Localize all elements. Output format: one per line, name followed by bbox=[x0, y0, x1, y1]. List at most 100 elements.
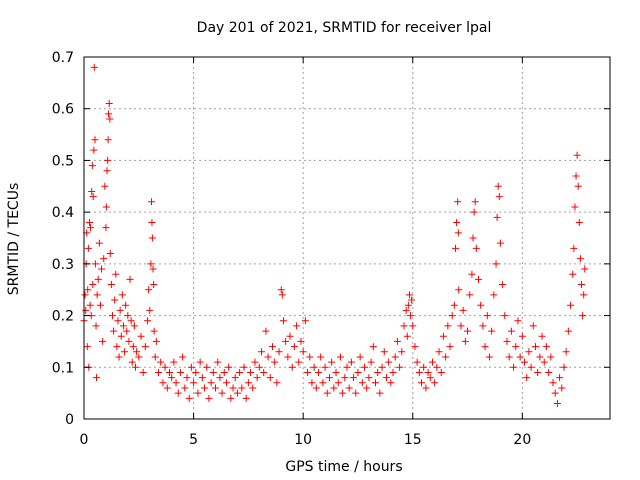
data-point bbox=[121, 348, 129, 356]
data-point bbox=[244, 379, 252, 387]
data-point bbox=[514, 317, 522, 325]
data-point bbox=[405, 291, 413, 299]
data-point bbox=[159, 379, 167, 387]
data-point bbox=[493, 213, 501, 221]
data-point bbox=[354, 368, 362, 376]
data-point bbox=[125, 337, 133, 345]
data-point bbox=[336, 353, 344, 361]
data-point bbox=[273, 379, 281, 387]
data-point bbox=[222, 379, 230, 387]
data-point bbox=[114, 317, 122, 325]
data-point bbox=[556, 374, 564, 382]
data-point bbox=[461, 337, 469, 345]
data-point bbox=[481, 343, 489, 351]
data-point bbox=[148, 234, 156, 242]
data-point bbox=[209, 368, 217, 376]
y-tick-label: 0.2 bbox=[52, 309, 74, 325]
data-point bbox=[242, 394, 250, 402]
data-point bbox=[341, 374, 349, 382]
data-point bbox=[212, 384, 219, 392]
data-point bbox=[279, 317, 287, 325]
data-point bbox=[369, 343, 377, 351]
data-point bbox=[84, 286, 92, 294]
data-point bbox=[118, 291, 126, 299]
data-point bbox=[89, 281, 97, 289]
data-point bbox=[428, 358, 436, 366]
data-point bbox=[472, 244, 480, 252]
data-point bbox=[516, 353, 524, 361]
data-point bbox=[275, 348, 283, 356]
data-point bbox=[330, 384, 338, 392]
data-point bbox=[100, 255, 108, 263]
data-point bbox=[201, 384, 209, 392]
data-point bbox=[216, 374, 224, 382]
data-point bbox=[352, 389, 360, 397]
data-point bbox=[376, 389, 384, 397]
x-tick-label: 20 bbox=[513, 432, 531, 448]
data-point bbox=[483, 312, 491, 320]
data-point bbox=[312, 384, 320, 392]
data-point bbox=[332, 368, 340, 376]
data-point bbox=[499, 281, 507, 289]
data-point bbox=[371, 379, 379, 387]
data-point bbox=[251, 358, 259, 366]
data-point bbox=[442, 353, 450, 361]
data-point bbox=[494, 182, 502, 190]
data-point bbox=[572, 172, 580, 180]
data-point bbox=[431, 379, 439, 387]
data-point bbox=[378, 363, 386, 371]
plot-frame bbox=[83, 56, 611, 420]
data-point bbox=[91, 136, 99, 144]
data-point bbox=[103, 167, 111, 175]
data-point bbox=[356, 353, 364, 361]
data-point bbox=[496, 239, 504, 247]
data-point bbox=[107, 281, 115, 289]
data-point bbox=[339, 389, 347, 397]
data-point bbox=[116, 306, 124, 314]
data-point bbox=[145, 286, 153, 294]
data-point bbox=[163, 384, 171, 392]
data-point bbox=[187, 363, 195, 371]
data-point bbox=[525, 348, 533, 356]
data-point bbox=[231, 374, 239, 382]
data-point bbox=[122, 301, 130, 309]
data-point bbox=[151, 353, 159, 361]
data-point bbox=[579, 312, 587, 320]
data-point bbox=[542, 343, 550, 351]
data-point bbox=[409, 322, 417, 330]
data-point bbox=[88, 187, 96, 195]
data-point bbox=[365, 374, 373, 382]
data-point bbox=[81, 291, 89, 299]
data-point bbox=[106, 115, 114, 123]
data-point bbox=[407, 312, 415, 320]
data-point bbox=[172, 379, 180, 387]
data-point bbox=[161, 363, 169, 371]
data-point bbox=[146, 306, 154, 314]
data-point bbox=[475, 275, 482, 283]
data-point bbox=[106, 250, 114, 258]
data-point bbox=[457, 322, 465, 330]
data-point bbox=[179, 353, 187, 361]
data-point bbox=[85, 218, 93, 226]
data-point bbox=[297, 337, 305, 345]
data-point bbox=[124, 312, 132, 320]
data-point bbox=[233, 389, 241, 397]
data-point bbox=[420, 363, 428, 371]
data-point bbox=[141, 343, 149, 351]
data-point bbox=[367, 358, 375, 366]
data-point bbox=[207, 379, 215, 387]
data-point bbox=[529, 322, 537, 330]
data-point bbox=[547, 353, 555, 361]
data-point bbox=[580, 291, 588, 299]
data-point bbox=[290, 343, 298, 351]
data-point bbox=[304, 368, 312, 376]
data-point bbox=[451, 244, 459, 252]
data-point bbox=[123, 327, 131, 335]
data-point bbox=[418, 379, 426, 387]
data-point bbox=[299, 348, 307, 356]
data-point bbox=[83, 343, 91, 351]
data-point bbox=[575, 218, 583, 226]
data-points bbox=[80, 63, 589, 407]
data-point bbox=[101, 182, 109, 190]
